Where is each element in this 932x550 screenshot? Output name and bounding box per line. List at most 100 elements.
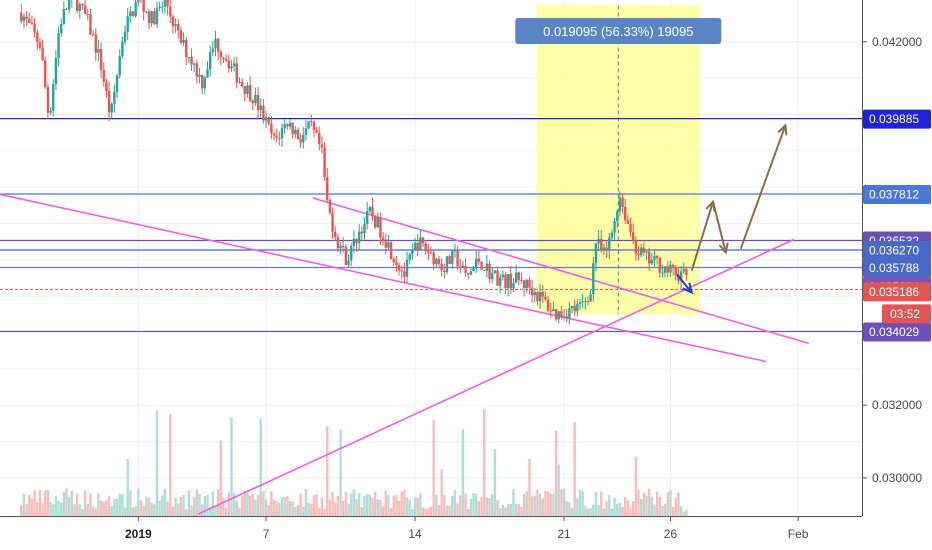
candle-body-228 <box>626 220 630 225</box>
volume-bar-199 <box>549 493 552 516</box>
volume-bar-25 <box>86 503 89 516</box>
arrow-shaft-1 <box>712 201 727 253</box>
volume-bar-158 <box>440 468 443 516</box>
level-tag-4-text: 0.035788 <box>869 261 919 275</box>
volume-bar-65 <box>193 496 196 516</box>
volume-bar-116 <box>328 499 332 516</box>
candle-body-18 <box>67 0 71 10</box>
volume-bar-6 <box>36 502 39 516</box>
candle-body-144 <box>403 271 406 277</box>
candle-body-11 <box>49 110 52 113</box>
candle-body-223 <box>613 221 616 233</box>
candle-body-244 <box>669 264 672 273</box>
volume-bar-5 <box>33 490 36 516</box>
volume-bar-88 <box>254 499 257 516</box>
candle-body-202 <box>557 311 560 320</box>
candle-body-162 <box>451 251 454 265</box>
candle-body-160 <box>445 256 449 273</box>
x-tick-label-3: 21 <box>557 527 571 541</box>
volume-bar-175 <box>485 497 489 516</box>
volume-bar-192 <box>530 496 534 516</box>
candle-body-181 <box>501 274 505 278</box>
volume-bars <box>20 409 688 516</box>
arrow-shaft-0 <box>690 201 714 272</box>
candle-body-23 <box>81 4 84 6</box>
level-tag-0-bg <box>863 109 931 129</box>
volume-bar-218 <box>600 491 603 516</box>
volume-bar-73 <box>214 505 217 516</box>
volume-bar-20 <box>73 503 76 516</box>
volume-bar-103 <box>294 507 297 516</box>
volume-bar-140 <box>392 495 395 516</box>
y-tick-label-1: 0.032000 <box>872 398 922 412</box>
volume-bar-145 <box>405 497 409 516</box>
candle-body-180 <box>498 277 502 286</box>
volume-bar-30 <box>99 500 103 516</box>
candle-body-197 <box>544 296 547 300</box>
candle-body-76 <box>222 57 225 59</box>
candle-body-58 <box>174 24 177 27</box>
level-tag-4-bg <box>863 258 931 278</box>
level-tag-1-text: 0.037812 <box>869 187 919 201</box>
volume-bar-111 <box>315 493 318 516</box>
volume-bar-105 <box>299 493 302 516</box>
candle-body-80 <box>232 63 236 67</box>
volume-bar-234 <box>642 492 646 516</box>
candle-body-42 <box>131 11 135 16</box>
volume-bar-55 <box>166 501 169 516</box>
volume-bar-43 <box>134 506 137 516</box>
volume-bar-206 <box>568 502 571 516</box>
candle-body-113 <box>320 144 324 148</box>
candle-body-179 <box>496 270 499 286</box>
volume-bar-67 <box>198 493 201 516</box>
candle-body-104 <box>296 129 300 140</box>
candle-body-159 <box>443 270 446 273</box>
candle-body-108 <box>307 121 310 129</box>
volume-bar-15 <box>59 502 63 516</box>
volume-bar-201 <box>554 430 558 516</box>
candle-body-154 <box>429 252 433 254</box>
volume-bar-47 <box>145 496 148 516</box>
volume-bar-26 <box>89 493 92 516</box>
level-tag-6-text: 0.034029 <box>869 325 919 339</box>
candle-body-100 <box>286 124 289 127</box>
volume-bar-235 <box>645 495 648 516</box>
volume-bar-129 <box>363 496 366 516</box>
candle-body-217 <box>597 238 600 244</box>
volume-bar-232 <box>637 489 640 516</box>
volume-bar-130 <box>365 494 369 516</box>
last-price-tag-bg <box>863 282 931 302</box>
candle-body-68 <box>200 74 204 89</box>
volume-bar-10 <box>46 489 50 516</box>
candle-body-37 <box>118 56 121 76</box>
candle-body-22 <box>78 4 82 11</box>
volume-bar-95 <box>272 499 276 516</box>
candle-body-74 <box>216 38 220 52</box>
volume-bar-230 <box>631 501 635 516</box>
volume-bar-165 <box>459 495 462 516</box>
x-tick-label-4: 26 <box>664 527 678 541</box>
volume-bar-7 <box>38 489 42 516</box>
candle-body-166 <box>461 265 465 268</box>
candle-body-185 <box>512 282 515 289</box>
level-tag-0-text: 0.039885 <box>869 112 919 126</box>
volume-bar-16 <box>62 492 66 516</box>
volume-bar-137 <box>384 490 387 516</box>
volume-bar-74 <box>216 489 220 516</box>
volume-bar-246 <box>674 497 677 516</box>
volume-bar-121 <box>342 500 345 516</box>
candle-body-213 <box>586 301 590 303</box>
arrow-shaft-2 <box>739 125 787 250</box>
candle-body-176 <box>488 263 491 280</box>
volume-bar-200 <box>552 493 555 516</box>
candle-body-62 <box>185 39 188 58</box>
volume-bar-68 <box>200 504 204 516</box>
candle-body-148 <box>413 242 417 250</box>
candle-body-164 <box>456 249 459 267</box>
candle-body-150 <box>419 237 422 251</box>
volume-bar-81 <box>235 500 238 516</box>
volume-bar-122 <box>344 491 348 516</box>
volume-bar-102 <box>291 501 294 516</box>
candle-body-95 <box>272 133 276 136</box>
